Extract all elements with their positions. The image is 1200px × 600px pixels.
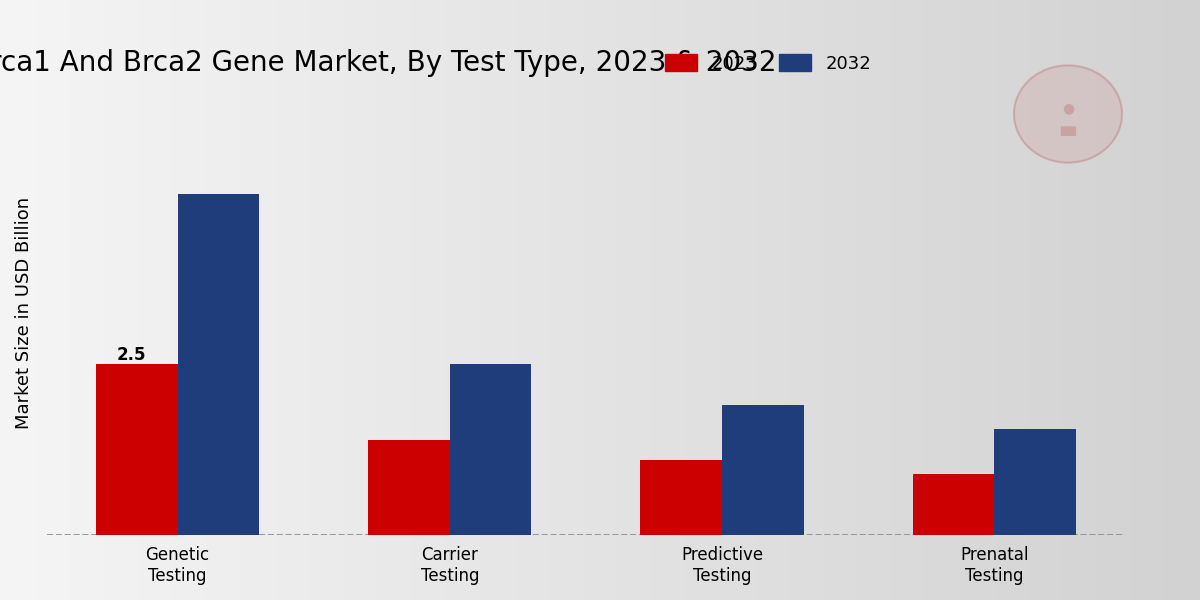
- Bar: [913, 473, 995, 535]
- Bar: [178, 194, 259, 535]
- Text: Brca1 And Brca2 Gene Market, By Test Type, 2023 & 2032: Brca1 And Brca2 Gene Market, By Test Typ…: [0, 49, 776, 77]
- Bar: [96, 364, 178, 535]
- Bar: [368, 440, 450, 535]
- Bar: [641, 460, 722, 535]
- Text: 2.5: 2.5: [116, 346, 146, 364]
- Bar: [450, 364, 532, 535]
- Text: ●: ●: [1062, 101, 1074, 116]
- Legend: 2023, 2032: 2023, 2032: [658, 47, 878, 80]
- Text: ▀: ▀: [1061, 126, 1075, 145]
- Circle shape: [1014, 65, 1122, 163]
- Y-axis label: Market Size in USD Billion: Market Size in USD Billion: [14, 197, 34, 430]
- Bar: [722, 406, 804, 535]
- Bar: [995, 429, 1076, 535]
